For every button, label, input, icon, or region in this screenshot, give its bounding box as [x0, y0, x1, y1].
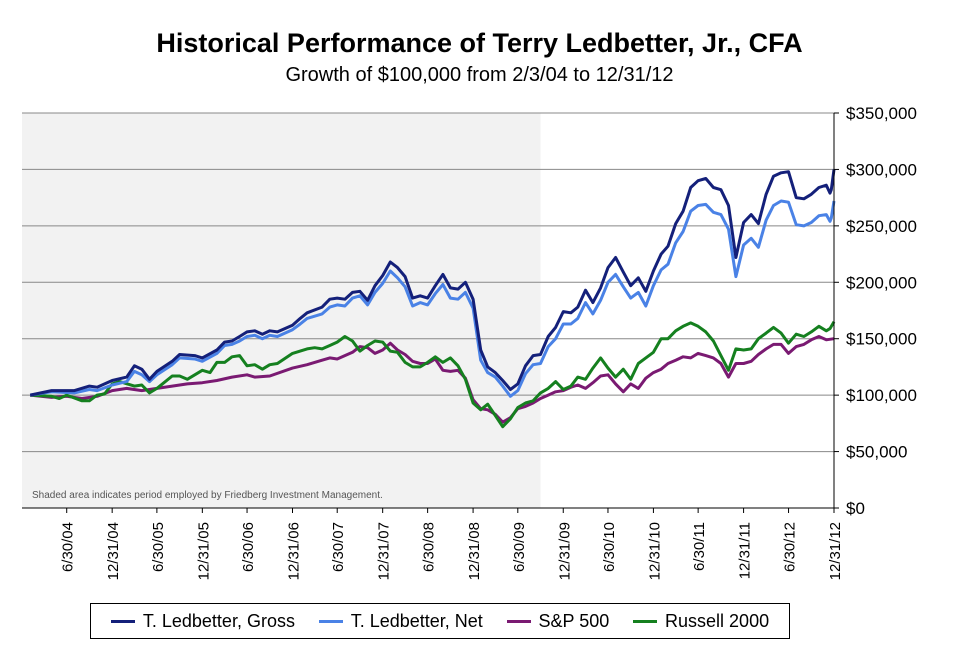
x-tick-label: 12/31/06: [286, 522, 303, 580]
chart-title: Historical Performance of Terry Ledbette…: [156, 28, 803, 58]
legend-label: S&P 500: [538, 610, 610, 631]
x-tick-label: 12/31/11: [737, 522, 754, 579]
x-tick-label: 6/30/08: [421, 522, 438, 572]
y-tick-label: $350,000: [846, 104, 917, 123]
y-tick-label: $200,000: [846, 273, 917, 292]
legend-item: S&P 500: [506, 610, 610, 632]
shaded-area-note: Shaded area indicates period employed by…: [32, 490, 383, 501]
y-tick-label: $100,000: [846, 386, 917, 405]
x-tick-label: 6/30/11: [691, 522, 708, 571]
series-line-0: [29, 169, 836, 397]
x-tick-label: 12/31/04: [105, 522, 122, 580]
x-tick-label: 6/30/07: [330, 522, 347, 572]
x-tick-label: 12/31/10: [646, 522, 663, 580]
y-tick-label: $50,000: [846, 443, 907, 462]
legend-swatch: [318, 619, 343, 623]
y-tick-label: $0: [846, 499, 865, 518]
x-tick-label: 12/31/12: [827, 522, 844, 580]
legend-label: Russell 2000: [665, 610, 770, 631]
y-tick-label: $250,000: [846, 217, 917, 236]
employment-period-shade: [22, 113, 541, 508]
x-tick-label: 6/30/09: [511, 522, 528, 572]
chart-subtitle: Growth of $100,000 from 2/3/04 to 12/31/…: [285, 64, 674, 86]
series-lines: [29, 169, 836, 429]
x-tick-label: 6/30/04: [60, 522, 77, 572]
legend: T. Ledbetter, Gross T. Ledbetter, Net S&P …: [90, 603, 790, 639]
legend-swatch: [110, 619, 135, 623]
legend-item: T. Ledbetter, Gross: [110, 610, 295, 632]
chart-plot: $0 $50,000 $100,000 $150,000 $200,000 $250,00…: [22, 104, 917, 580]
x-tick-label: 12/31/07: [376, 522, 393, 580]
legend-item: T. Ledbetter, Net: [318, 610, 483, 632]
axes: $0 $50,000 $100,000 $150,000 $200,000 $250,00…: [22, 104, 917, 580]
x-tick-label: 6/30/06: [240, 522, 257, 572]
x-tick-label: 6/30/12: [782, 522, 799, 572]
y-tick-label: $150,000: [846, 330, 917, 349]
legend-swatch: [506, 619, 531, 623]
x-tick-label: 12/31/05: [195, 522, 212, 580]
legend-swatch: [633, 619, 658, 623]
legend-label: T. Ledbetter, Net: [350, 610, 483, 631]
y-tick-label: $300,000: [846, 160, 917, 179]
x-tick-label: 6/30/05: [150, 522, 167, 572]
x-tick-label: 12/31/08: [466, 522, 483, 580]
x-tick-label: 6/30/10: [601, 522, 618, 572]
series-line-3: [30, 321, 836, 429]
legend-item: Russell 2000: [633, 611, 769, 632]
series-line-1: [29, 199, 836, 398]
legend-label: T. Ledbetter, Gross: [142, 610, 295, 631]
x-tick-label: 12/31/09: [556, 522, 573, 580]
